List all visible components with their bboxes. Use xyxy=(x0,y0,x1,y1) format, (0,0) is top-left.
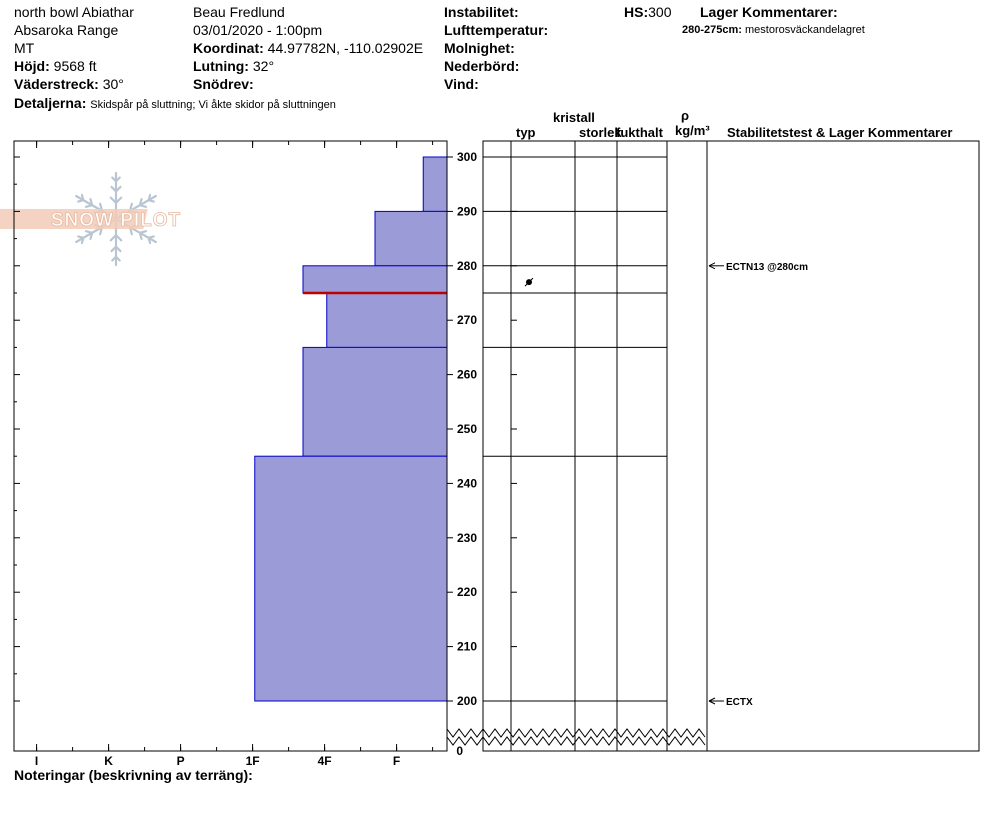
y-tick-label: 240 xyxy=(457,476,477,490)
details-label: Detaljerna: xyxy=(14,95,87,111)
flake-branch xyxy=(109,234,118,242)
x-tick-label: F xyxy=(393,754,400,768)
y-tick-label: 280 xyxy=(457,259,477,273)
coordinates: Koordinat: 44.97782N, -110.02902E xyxy=(193,40,423,56)
hardness-layer xyxy=(374,210,448,267)
x-tick-label: 1F xyxy=(246,754,260,768)
notes-label: Noteringar (beskrivning av terräng): xyxy=(14,767,253,783)
logo-text: SNOW PILOT xyxy=(51,210,181,231)
y-tick-label: 210 xyxy=(457,640,477,654)
details: Detaljerna: Skidspår på sluttning; Vi åk… xyxy=(14,95,336,112)
flake-branch xyxy=(114,185,122,193)
slope-label: Lutning: xyxy=(193,58,249,74)
col-size: storlek xyxy=(579,125,622,140)
hardness-layer xyxy=(422,156,448,212)
axis-break xyxy=(446,727,706,738)
flake-branch xyxy=(89,198,94,207)
flake-branch xyxy=(84,230,94,234)
cloud-label: Molnighet: xyxy=(444,40,515,56)
range-name: Absaroka Range xyxy=(14,22,119,38)
flake-branch xyxy=(77,235,85,239)
location-name: north bowl Abiathar xyxy=(14,4,134,20)
test-arrow-head xyxy=(708,697,716,705)
instability-label: Instabilitet: xyxy=(444,4,519,20)
precip-label: Nederbörd: xyxy=(444,58,520,74)
col-type: typ xyxy=(516,125,536,140)
drift-label: Snödrev: xyxy=(193,76,254,92)
layer-comment-text: mestorosväckandelagret xyxy=(745,24,865,36)
flake-branch xyxy=(147,199,155,203)
hardness-layer xyxy=(302,265,448,294)
y-zero-label: 0 xyxy=(456,744,463,758)
test-arrow-head xyxy=(708,262,716,270)
y-tick-label: 300 xyxy=(457,150,477,164)
state-name: MT xyxy=(14,40,35,56)
y-tick-label: 230 xyxy=(457,531,477,545)
y-tick-label: 260 xyxy=(457,368,477,382)
axis-break xyxy=(446,735,706,746)
layer-comment: 280-275cm: mestorosväckandelagret xyxy=(682,24,865,37)
details-value: Skidspår på sluttning; Vi åkte skidor på… xyxy=(90,99,336,111)
crystal-symbol-stroke xyxy=(524,277,534,287)
col-stability: Stabilitetstest & Lager Kommentarer xyxy=(727,125,953,140)
crystal-table-frame xyxy=(482,140,980,752)
flake-branch xyxy=(138,231,143,240)
flake-branch xyxy=(109,196,118,204)
elevation-value: 9568 ft xyxy=(53,58,97,74)
y-tick-label: 290 xyxy=(457,204,477,218)
layer-comment-range: 280-275cm: xyxy=(682,24,742,36)
slope: Lutning: 32° xyxy=(193,58,274,74)
aspect: Väderstreck: 30° xyxy=(14,76,124,92)
flake-branch xyxy=(114,176,121,183)
aspect-value: 30° xyxy=(102,76,124,92)
layer-comments-label: Lager Kommentarer: xyxy=(700,4,838,20)
stability-test-label: ECTN13 @280cm xyxy=(726,262,808,273)
y-tick-label: 250 xyxy=(457,422,477,436)
elevation: Höjd: 9568 ft xyxy=(14,58,96,74)
flake-branch xyxy=(147,236,152,245)
x-tick-label: 4F xyxy=(318,754,332,768)
flake-branch xyxy=(111,255,118,262)
aspect-label: Väderstreck: xyxy=(14,76,99,92)
flake-branch xyxy=(114,196,123,204)
hs-value: 300 xyxy=(648,4,672,20)
hardness-layer xyxy=(254,455,448,702)
flake-branch xyxy=(80,193,85,202)
observation-datetime: 03/01/2020 - 1:00pm xyxy=(193,22,323,38)
col-density-unit: kg/m³ xyxy=(675,123,710,138)
flake-branch xyxy=(110,245,118,253)
col-crystal: kristall xyxy=(553,110,595,125)
hardness-layer xyxy=(326,292,448,348)
observer-name: Beau Fredlund xyxy=(193,4,285,20)
y-tick-label: 200 xyxy=(457,694,477,708)
hs-label: HS: xyxy=(624,4,649,20)
x-tick-label: P xyxy=(177,754,185,768)
y-tick-label: 220 xyxy=(457,585,477,599)
snow-height: HS:300 xyxy=(624,4,671,20)
wind-label: Vind: xyxy=(444,76,479,92)
y-tick-label: 270 xyxy=(457,313,477,327)
slope-value: 32° xyxy=(252,58,275,74)
elevation-label: Höjd: xyxy=(14,58,50,74)
flake-branch xyxy=(114,234,123,242)
flake-branch xyxy=(138,204,148,208)
hardness-layer xyxy=(302,346,448,457)
x-tick-label: I xyxy=(35,754,38,768)
stability-test-label: ECTX xyxy=(726,697,753,708)
col-rho: ρ xyxy=(681,108,690,123)
airtemp-label: Lufttemperatur: xyxy=(444,22,549,38)
x-tick-label: K xyxy=(104,754,113,768)
col-moisture: fukthalt xyxy=(616,125,663,140)
logo-banner xyxy=(0,209,148,229)
snowpilot-logo: SNOW PILOT xyxy=(0,171,181,267)
hardness-plot-frame xyxy=(13,140,448,752)
coord-label: Koordinat: xyxy=(193,40,264,56)
coord-value: 44.97782N, -110.02902E xyxy=(267,40,424,56)
